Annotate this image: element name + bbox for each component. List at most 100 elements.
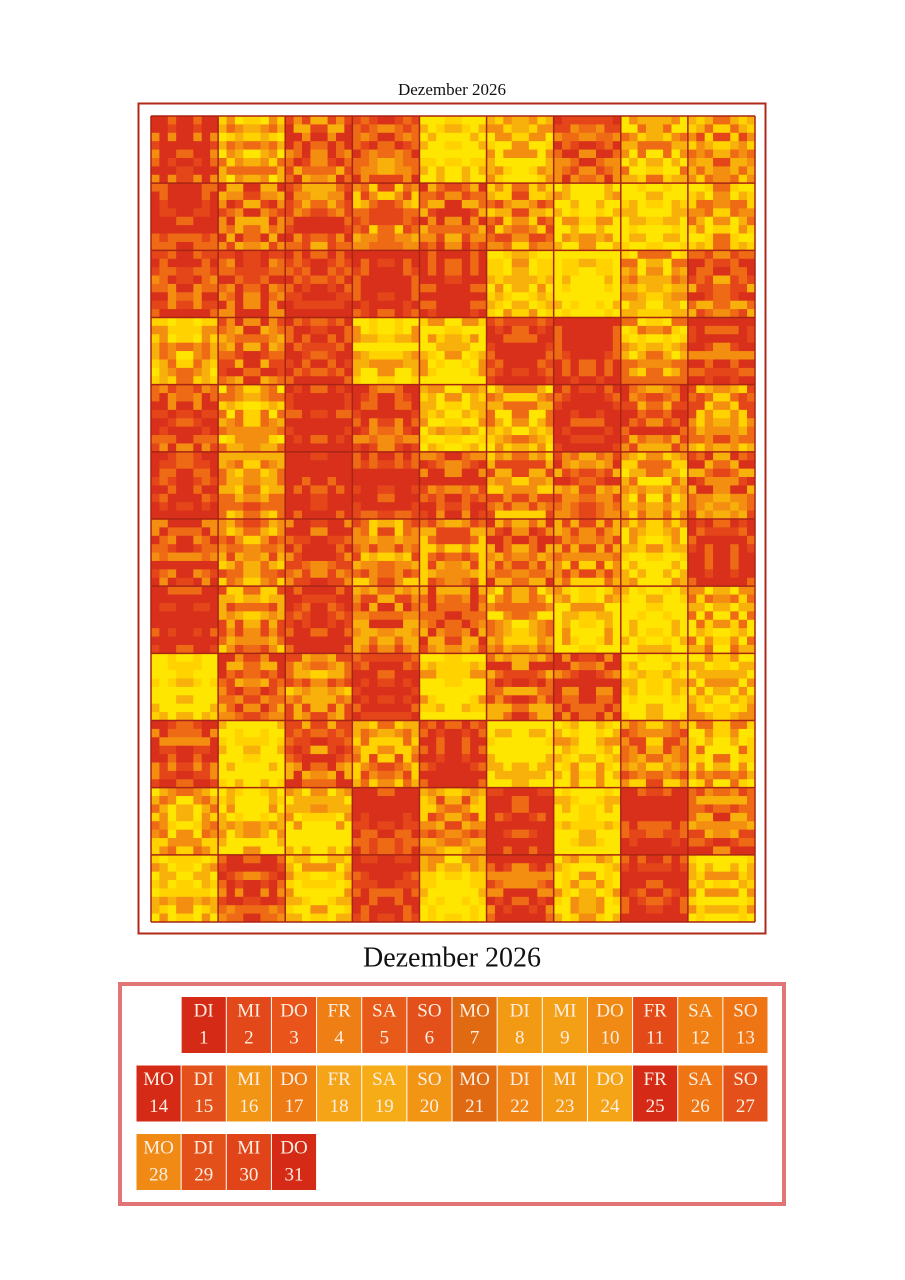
mosaic-cell	[478, 418, 487, 428]
mosaic-cell	[604, 250, 613, 260]
mosaic-cell	[654, 283, 664, 293]
mosaic-cell	[738, 451, 748, 461]
mosaic-cell	[679, 283, 689, 293]
mosaic-cell	[746, 628, 756, 637]
mosaic-cell	[520, 359, 529, 369]
mosaic-cell	[276, 208, 286, 218]
mosaic-cell	[176, 426, 185, 436]
mosaic-cell	[394, 485, 404, 495]
mosaic-cell	[645, 577, 655, 587]
mosaic-cell	[528, 292, 538, 302]
mosaic-cell	[285, 300, 295, 310]
mosaic-cell	[478, 216, 487, 226]
mosaic-cell	[461, 233, 471, 243]
mosaic-cell	[402, 435, 412, 444]
mosaic-cell	[662, 544, 672, 553]
mosaic-cell	[553, 174, 563, 184]
mosaic-cell	[335, 560, 345, 570]
mosaic-cell	[285, 443, 295, 453]
mosaic-cell	[721, 393, 731, 402]
mosaic-cell	[436, 393, 446, 402]
mosaic-cell	[293, 628, 303, 637]
mosaic-cell	[209, 418, 219, 428]
mosaic-cell	[192, 283, 202, 293]
mosaic-cell	[184, 485, 194, 495]
mosaic-cell	[486, 166, 496, 176]
mosaic-cell	[746, 644, 756, 654]
mosaic-cell	[427, 216, 437, 226]
mosaic-cell	[444, 703, 454, 713]
mosaic-cell	[671, 468, 680, 478]
mosaic-cell	[402, 535, 412, 545]
mosaic-cell	[234, 468, 244, 478]
mosaic-cell	[243, 124, 253, 134]
mosaic-cell	[327, 560, 336, 570]
mosaic-cell	[562, 250, 571, 260]
mosaic-cell	[436, 678, 446, 688]
mosaic-cell	[528, 552, 538, 562]
mosaic-cell	[721, 401, 731, 411]
mosaic-cell	[226, 300, 236, 310]
mosaic-cell	[461, 124, 471, 134]
mosaic-cell	[713, 393, 722, 402]
mosaic-cell	[679, 225, 689, 234]
mosaic-cell	[293, 418, 303, 428]
mosaic-cell	[167, 477, 177, 486]
mosaic-cell	[335, 443, 345, 453]
mosaic-cell	[562, 317, 571, 327]
mosaic-cell	[738, 183, 748, 192]
mosaic-cell	[285, 426, 295, 436]
mosaic-cell	[276, 485, 286, 495]
mosaic-cell	[419, 686, 429, 696]
mosaic-cell	[243, 628, 253, 637]
mosaic-cell	[184, 191, 194, 201]
mosaic-cell	[268, 686, 278, 696]
mosaic-cell	[478, 502, 487, 512]
mosaic-cell	[721, 275, 731, 285]
mosaic-cell	[411, 208, 420, 218]
mosaic-cell	[578, 334, 588, 344]
mosaic-cell	[503, 686, 513, 696]
mosaic-cell	[419, 393, 429, 402]
mosaic-cell	[469, 183, 479, 192]
mosaic-cell	[369, 225, 378, 234]
mosaic-cell	[503, 670, 513, 679]
mosaic-cell	[662, 636, 672, 646]
mosaic-cell	[662, 418, 672, 428]
mosaic-cell	[478, 141, 487, 150]
mosaic-cell	[453, 216, 462, 226]
mosaic-cell	[461, 611, 471, 621]
mosaic-cell	[671, 502, 680, 512]
mosaic-cell	[385, 376, 395, 386]
mosaic-cell	[218, 384, 227, 394]
mosaic-cell	[369, 569, 378, 579]
mosaic-cell	[637, 535, 647, 545]
mosaic-cell	[402, 443, 412, 453]
mosaic-cell	[696, 309, 706, 318]
mosaic-cell	[570, 149, 580, 159]
mosaic-cell	[318, 527, 328, 537]
mosaic-cell	[528, 435, 538, 444]
mosaic-cell	[570, 317, 580, 327]
mosaic-cell	[385, 183, 395, 192]
mosaic-cell	[562, 510, 571, 520]
mosaic-cell	[343, 460, 353, 470]
mosaic-cell	[654, 166, 664, 176]
mosaic-cell	[251, 334, 261, 344]
mosaic-cell	[268, 443, 278, 453]
mosaic-cell	[427, 636, 437, 646]
mosaic-cell	[369, 661, 378, 671]
mosaic-cell	[192, 317, 202, 327]
mosaic-cell	[461, 527, 471, 537]
mosaic-cell	[746, 477, 756, 486]
mosaic-cell	[478, 451, 487, 461]
mosaic-cell	[444, 577, 454, 587]
mosaic-cell	[503, 628, 513, 637]
mosaic-cell	[310, 544, 320, 553]
mosaic-cell	[520, 233, 529, 243]
mosaic-cell	[444, 342, 454, 352]
mosaic-cell	[520, 594, 529, 604]
mosaic-cell	[520, 300, 529, 310]
mosaic-cell	[251, 384, 261, 394]
mosaic-cell	[360, 283, 370, 293]
